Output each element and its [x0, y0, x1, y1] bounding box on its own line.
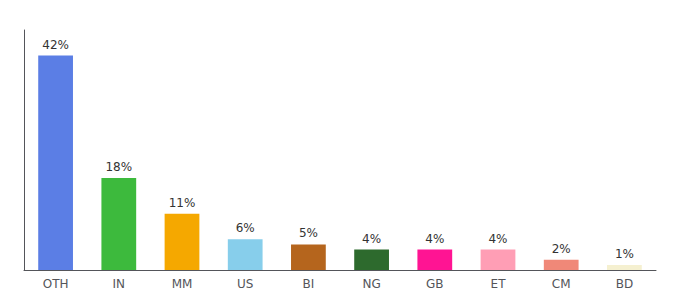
- svg-text:OTH: OTH: [43, 277, 69, 291]
- svg-text:11%: 11%: [169, 196, 196, 210]
- svg-text:ET: ET: [491, 277, 507, 291]
- svg-text:US: US: [237, 277, 253, 291]
- svg-text:BD: BD: [616, 277, 633, 291]
- svg-text:NG: NG: [362, 277, 380, 291]
- svg-text:42%: 42%: [42, 38, 69, 52]
- svg-text:18%: 18%: [105, 160, 132, 174]
- svg-text:2%: 2%: [552, 242, 571, 256]
- svg-text:IN: IN: [113, 277, 126, 291]
- svg-text:MM: MM: [172, 277, 193, 291]
- svg-text:6%: 6%: [236, 221, 255, 235]
- svg-text:4%: 4%: [362, 232, 381, 246]
- svg-text:1%: 1%: [615, 247, 634, 261]
- svg-text:4%: 4%: [488, 232, 507, 246]
- svg-text:GB: GB: [426, 277, 444, 291]
- svg-text:5%: 5%: [299, 226, 318, 240]
- svg-text:4%: 4%: [425, 232, 444, 246]
- svg-text:CM: CM: [552, 277, 571, 291]
- svg-text:BI: BI: [303, 277, 315, 291]
